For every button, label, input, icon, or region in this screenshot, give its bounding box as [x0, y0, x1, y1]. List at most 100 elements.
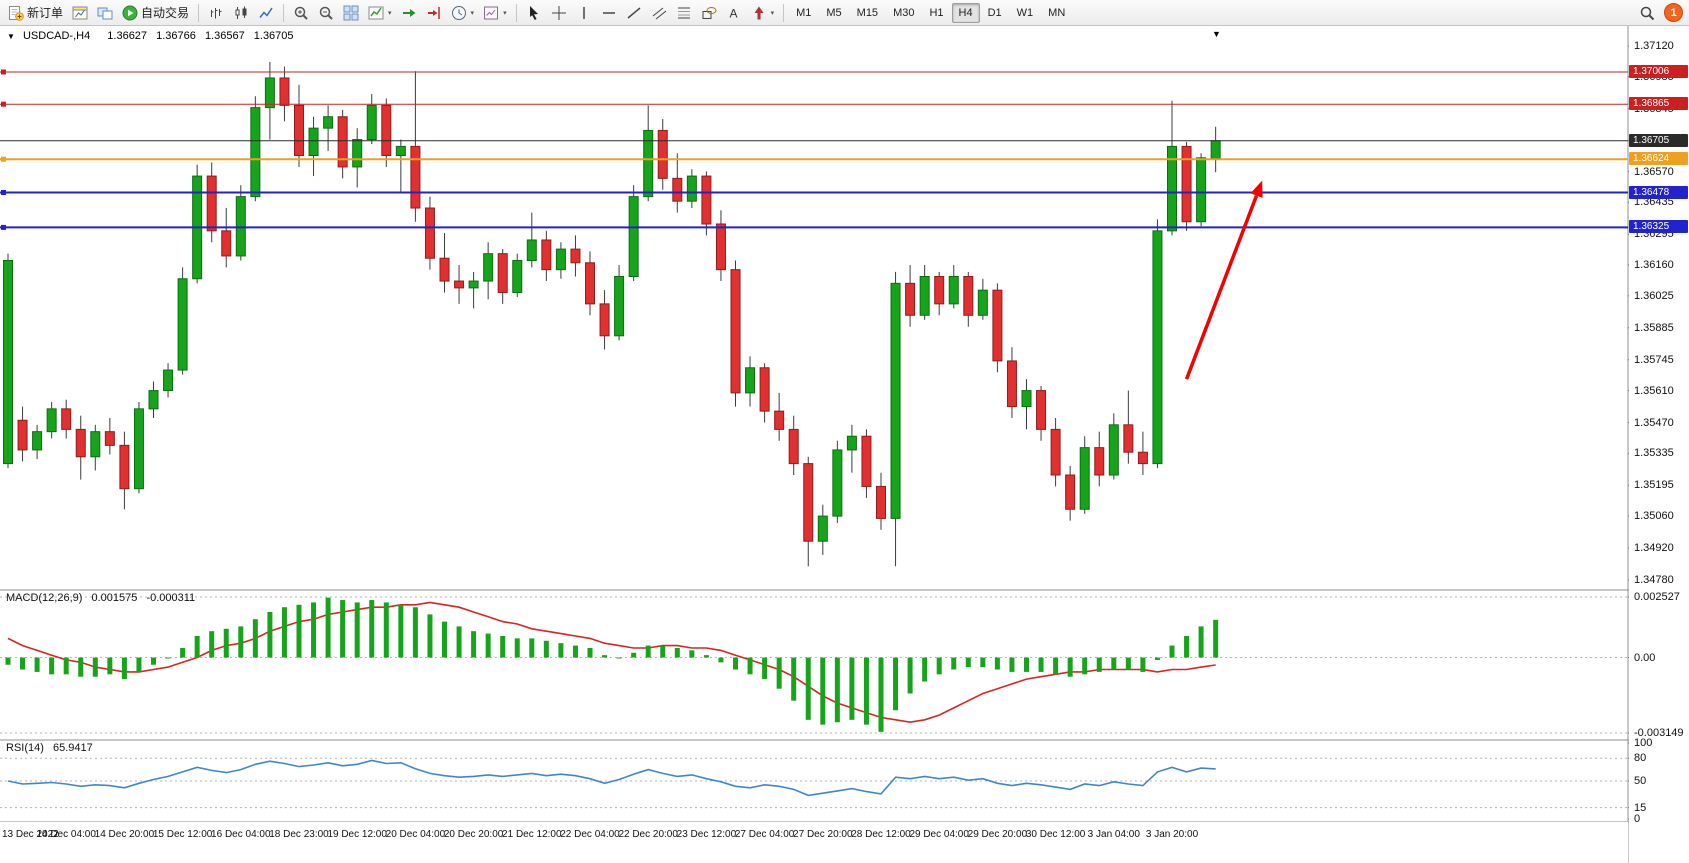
- price-level-badge: 1.36705: [1629, 133, 1688, 147]
- zoom-in-button[interactable]: [289, 2, 313, 24]
- new-order-button[interactable]: 新订单: [4, 2, 67, 24]
- time-axis-label: 27 Dec 20:00: [793, 829, 853, 840]
- price-axis-label: 1.35885: [1634, 321, 1674, 334]
- hline-icon: [602, 11, 615, 14]
- periods-icon: [451, 5, 466, 20]
- toolbar: 新订单 自动交易 ▾ ▾ ▾ A ▾ M1 M5 M15 M30 H1 H4 D1 W1 MN 1: [0, 0, 1689, 26]
- profiles-button[interactable]: [93, 2, 117, 24]
- price-level-badge: 1.37006: [1629, 65, 1688, 78]
- line-chart-button[interactable]: [254, 2, 278, 24]
- time-axis-label: 19 Dec 12:00: [327, 829, 387, 840]
- time-axis-label: 14 Dec 20:00: [94, 829, 155, 840]
- periods-button[interactable]: ▾: [447, 2, 479, 24]
- shapes-button[interactable]: [697, 2, 721, 24]
- macd-indicator-label: MACD(12,26,9) 0.001575 -0.000311: [6, 592, 195, 604]
- horizontal-line-button[interactable]: [597, 2, 621, 24]
- price-axis-label: 1.36160: [1634, 259, 1674, 272]
- price-axis-label: 1.35745: [1634, 353, 1674, 366]
- macd-histogram: [5, 597, 1219, 732]
- time-axis-label: 21 Dec 12:00: [502, 829, 562, 840]
- chart-shift-button[interactable]: [422, 2, 446, 24]
- linechart-icon: [259, 7, 273, 18]
- timeframe-m30-button[interactable]: M30: [886, 3, 921, 23]
- indicators-button[interactable]: ▾: [364, 2, 396, 24]
- cursor-icon: [529, 5, 538, 20]
- macd-axis-label: 0.002527: [1634, 591, 1680, 603]
- chart-collapse-arrow-icon[interactable]: ▼: [7, 32, 15, 41]
- vline-icon: [582, 6, 585, 19]
- zoom-in-icon: [294, 6, 308, 20]
- tile-icon: [343, 5, 359, 20]
- time-axis[interactable]: 13 Dec 2022 14 Dec 04:00 14 Dec 20:00 15 De…: [0, 822, 1628, 863]
- cursor-button[interactable]: [522, 2, 546, 24]
- time-axis-label: 15 Dec 12:00: [152, 829, 213, 840]
- macd-name: MACD(12,26,9): [6, 592, 83, 604]
- price-axis-label: 1.35470: [1634, 416, 1674, 429]
- channel-button[interactable]: [647, 2, 671, 24]
- timeframe-m1-button[interactable]: M1: [789, 3, 818, 23]
- vertical-line-button[interactable]: [572, 2, 596, 24]
- close-value: 1.36705: [253, 30, 294, 42]
- rsi-axis-label: 100: [1634, 737, 1653, 749]
- rsi-axis-label: 80: [1634, 752, 1647, 765]
- arrows-icon: [754, 6, 764, 19]
- trendline-button[interactable]: [622, 2, 646, 24]
- price-axis-label: 1.34780: [1634, 574, 1674, 586]
- trend-arrow[interactable]: [1184, 180, 1263, 380]
- timeframe-d1-button[interactable]: D1: [981, 3, 1009, 23]
- timeframe-w1-button[interactable]: W1: [1010, 3, 1041, 23]
- crosshair-button[interactable]: [547, 2, 571, 24]
- channel-icon: [652, 7, 666, 19]
- fibonacci-button[interactable]: [672, 2, 696, 24]
- candles-icon: [235, 6, 247, 19]
- doc-plus-icon: [9, 5, 24, 21]
- time-axis-label: 22 Dec 04:00: [560, 829, 620, 840]
- shapes-icon: [702, 6, 717, 19]
- timeframe-m15-button[interactable]: M15: [850, 3, 885, 23]
- layout-icon: [97, 7, 113, 19]
- horizontal-line-objects[interactable]: [0, 69, 1628, 230]
- timeframe-mn-button[interactable]: MN: [1041, 3, 1072, 23]
- indicators-icon: [368, 6, 384, 19]
- price-axis-label: 1.37120: [1634, 40, 1674, 52]
- price-axis-label: 1.35060: [1634, 510, 1674, 523]
- chart-menu-arrow-icon[interactable]: ▼: [1212, 29, 1221, 39]
- rsi-axis-label: 15: [1634, 801, 1647, 814]
- candlestick-chart-button[interactable]: [229, 2, 253, 24]
- time-axis-label: 3 Jan 04:00: [1087, 829, 1140, 840]
- rsi-line: [7, 759, 1216, 797]
- zoom-out-icon: [319, 6, 333, 20]
- time-axis-label: 29 Dec 04:00: [909, 829, 969, 840]
- price-axis[interactable]: 1.371201.369851.368451.367051.365701.364…: [1629, 0, 1689, 863]
- notification-badge[interactable]: 1: [1664, 3, 1683, 22]
- macd-pane: [0, 596, 1628, 734]
- time-axis-label: 27 Dec 04:00: [734, 829, 795, 840]
- charts-button[interactable]: [68, 2, 92, 24]
- search-button[interactable]: [1635, 2, 1659, 24]
- macd-signal-line: [7, 601, 1216, 724]
- symbol-name: USDCAD-,H4: [22, 30, 91, 42]
- price-axis-label: 1.35195: [1634, 479, 1674, 492]
- chevron-down-icon: ▾: [388, 9, 392, 17]
- price-axis-label: 1.34920: [1634, 542, 1674, 555]
- time-axis-label: 23 Dec 12:00: [676, 829, 737, 840]
- time-axis-label: 20 Dec 20:00: [443, 829, 504, 840]
- templates-button[interactable]: ▾: [479, 2, 511, 24]
- bar-chart-button[interactable]: [204, 2, 228, 24]
- arrows-button[interactable]: ▾: [747, 2, 779, 24]
- tile-windows-button[interactable]: [339, 2, 363, 24]
- autotrading-button[interactable]: 自动交易: [118, 2, 193, 24]
- crosshair-icon: [551, 5, 566, 20]
- candlesticks: [3, 61, 1221, 567]
- shift-icon: [427, 6, 440, 19]
- rsi-pane: [0, 757, 1628, 809]
- rsi-name: RSI(14): [6, 742, 44, 754]
- auto-scroll-button[interactable]: [397, 2, 421, 24]
- text-button[interactable]: A: [722, 2, 746, 24]
- chart-symbol-title: ▼ USDCAD-,H4 1.36627 1.36766 1.36567 1.3…: [7, 30, 294, 42]
- zoom-out-button[interactable]: [314, 2, 338, 24]
- timeframe-m5-button[interactable]: M5: [819, 3, 848, 23]
- timeframe-h4-button[interactable]: H4: [951, 2, 980, 23]
- timeframe-h1-button[interactable]: H1: [922, 3, 950, 23]
